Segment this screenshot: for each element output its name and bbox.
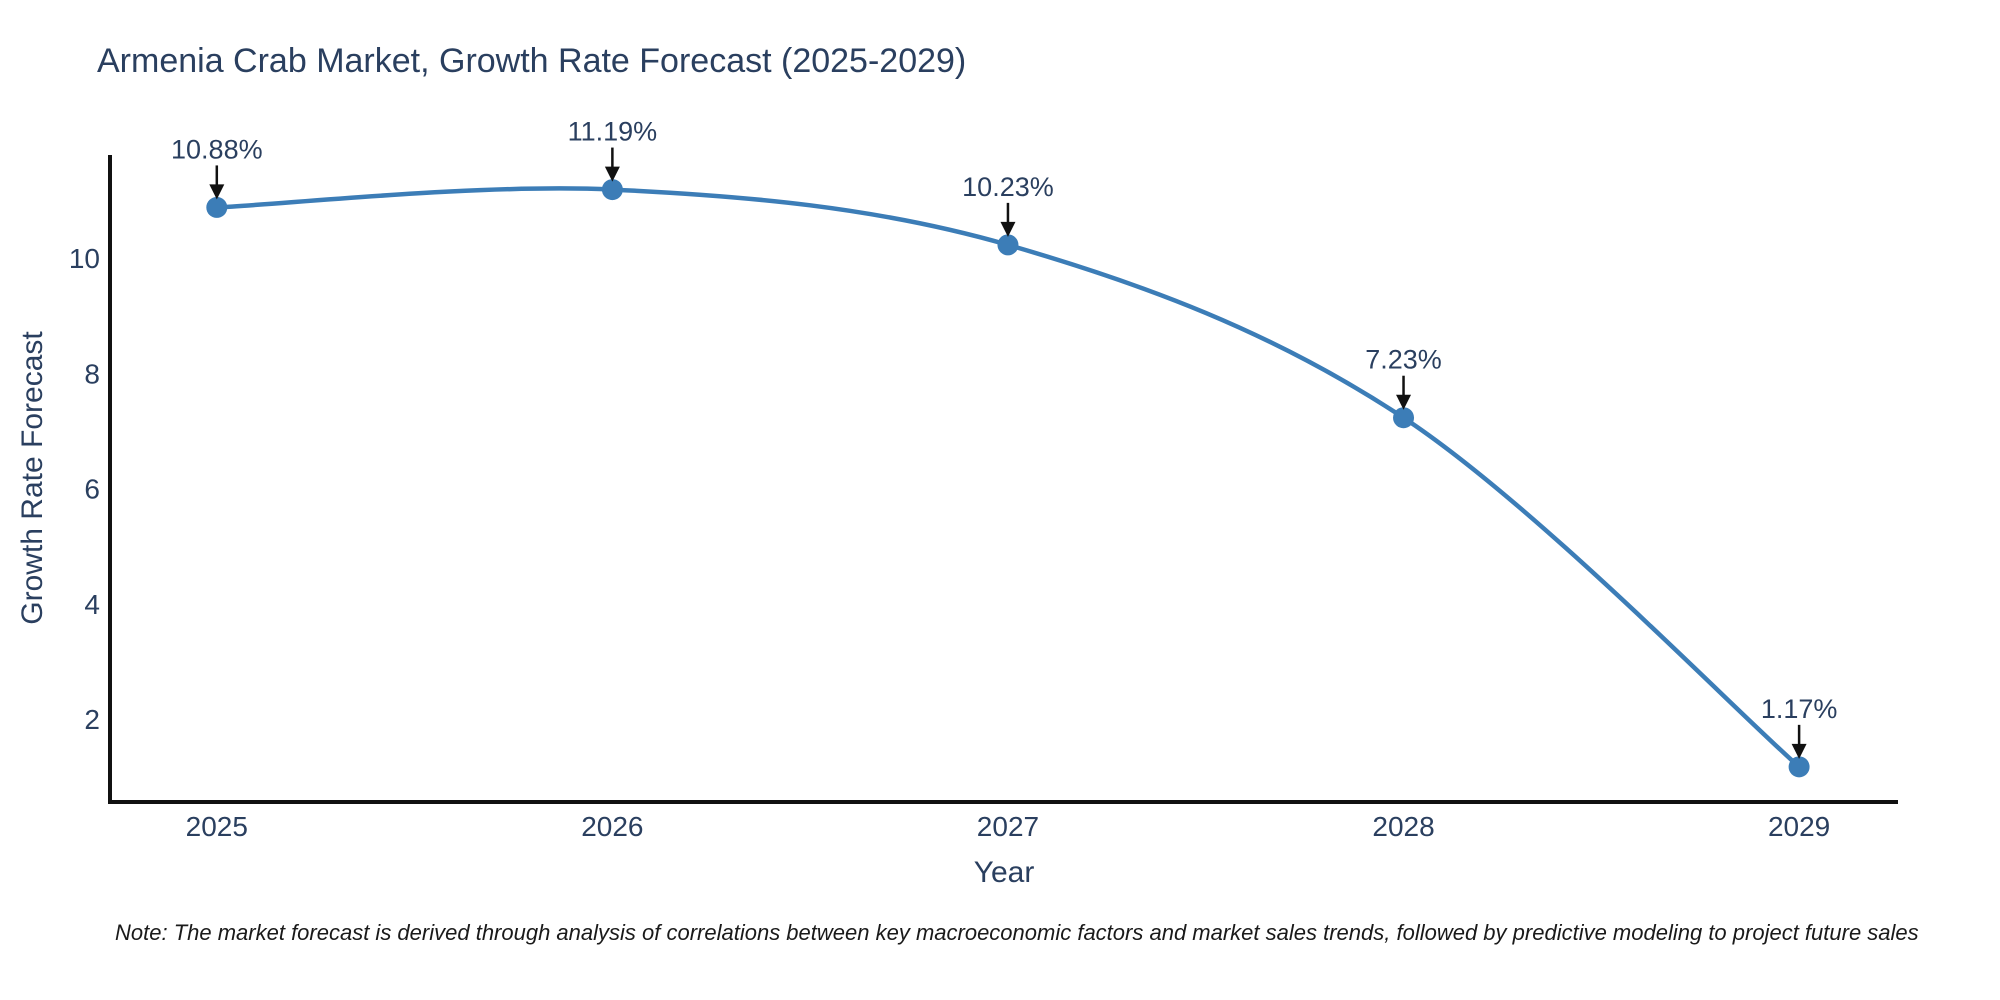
- data-point-2028[interactable]: [1393, 407, 1415, 429]
- data-point-2026[interactable]: [601, 179, 623, 201]
- annotation-arrowhead-icon: [604, 166, 620, 182]
- y-tick-label: 4: [84, 589, 100, 620]
- annotation-arrowhead-icon: [209, 184, 225, 200]
- x-tick-label: 2026: [581, 811, 643, 842]
- y-tick-label: 8: [84, 358, 100, 389]
- data-point-2029[interactable]: [1788, 756, 1810, 778]
- annotation-label: 11.19%: [568, 117, 658, 147]
- x-tick-label: 2028: [1372, 811, 1434, 842]
- footnote: Note: The market forecast is derived thr…: [115, 920, 1919, 945]
- annotation-label: 7.23%: [1365, 345, 1442, 375]
- annotation-arrowhead-icon: [1000, 221, 1016, 237]
- data-point-2027[interactable]: [997, 234, 1019, 256]
- x-tick-label: 2027: [977, 811, 1039, 842]
- data-point-2025[interactable]: [206, 196, 228, 218]
- x-tick-label: 2025: [186, 811, 248, 842]
- y-tick-label: 2: [84, 704, 100, 735]
- chart-title: Armenia Crab Market, Growth Rate Forecas…: [97, 42, 967, 80]
- x-axis-title: Year: [973, 856, 1035, 889]
- forecast-line: [214, 186, 1802, 770]
- annotation-label: 1.17%: [1761, 694, 1838, 724]
- annotation-label: 10.23%: [962, 172, 1054, 202]
- y-tick-label: 6: [84, 474, 100, 505]
- annotation-arrowhead-icon: [1791, 743, 1807, 759]
- annotation-arrowhead-icon: [1396, 394, 1412, 410]
- annotation-label: 10.88%: [171, 134, 263, 164]
- y-tick-label: 10: [69, 243, 100, 274]
- x-tick-label: 2029: [1768, 811, 1830, 842]
